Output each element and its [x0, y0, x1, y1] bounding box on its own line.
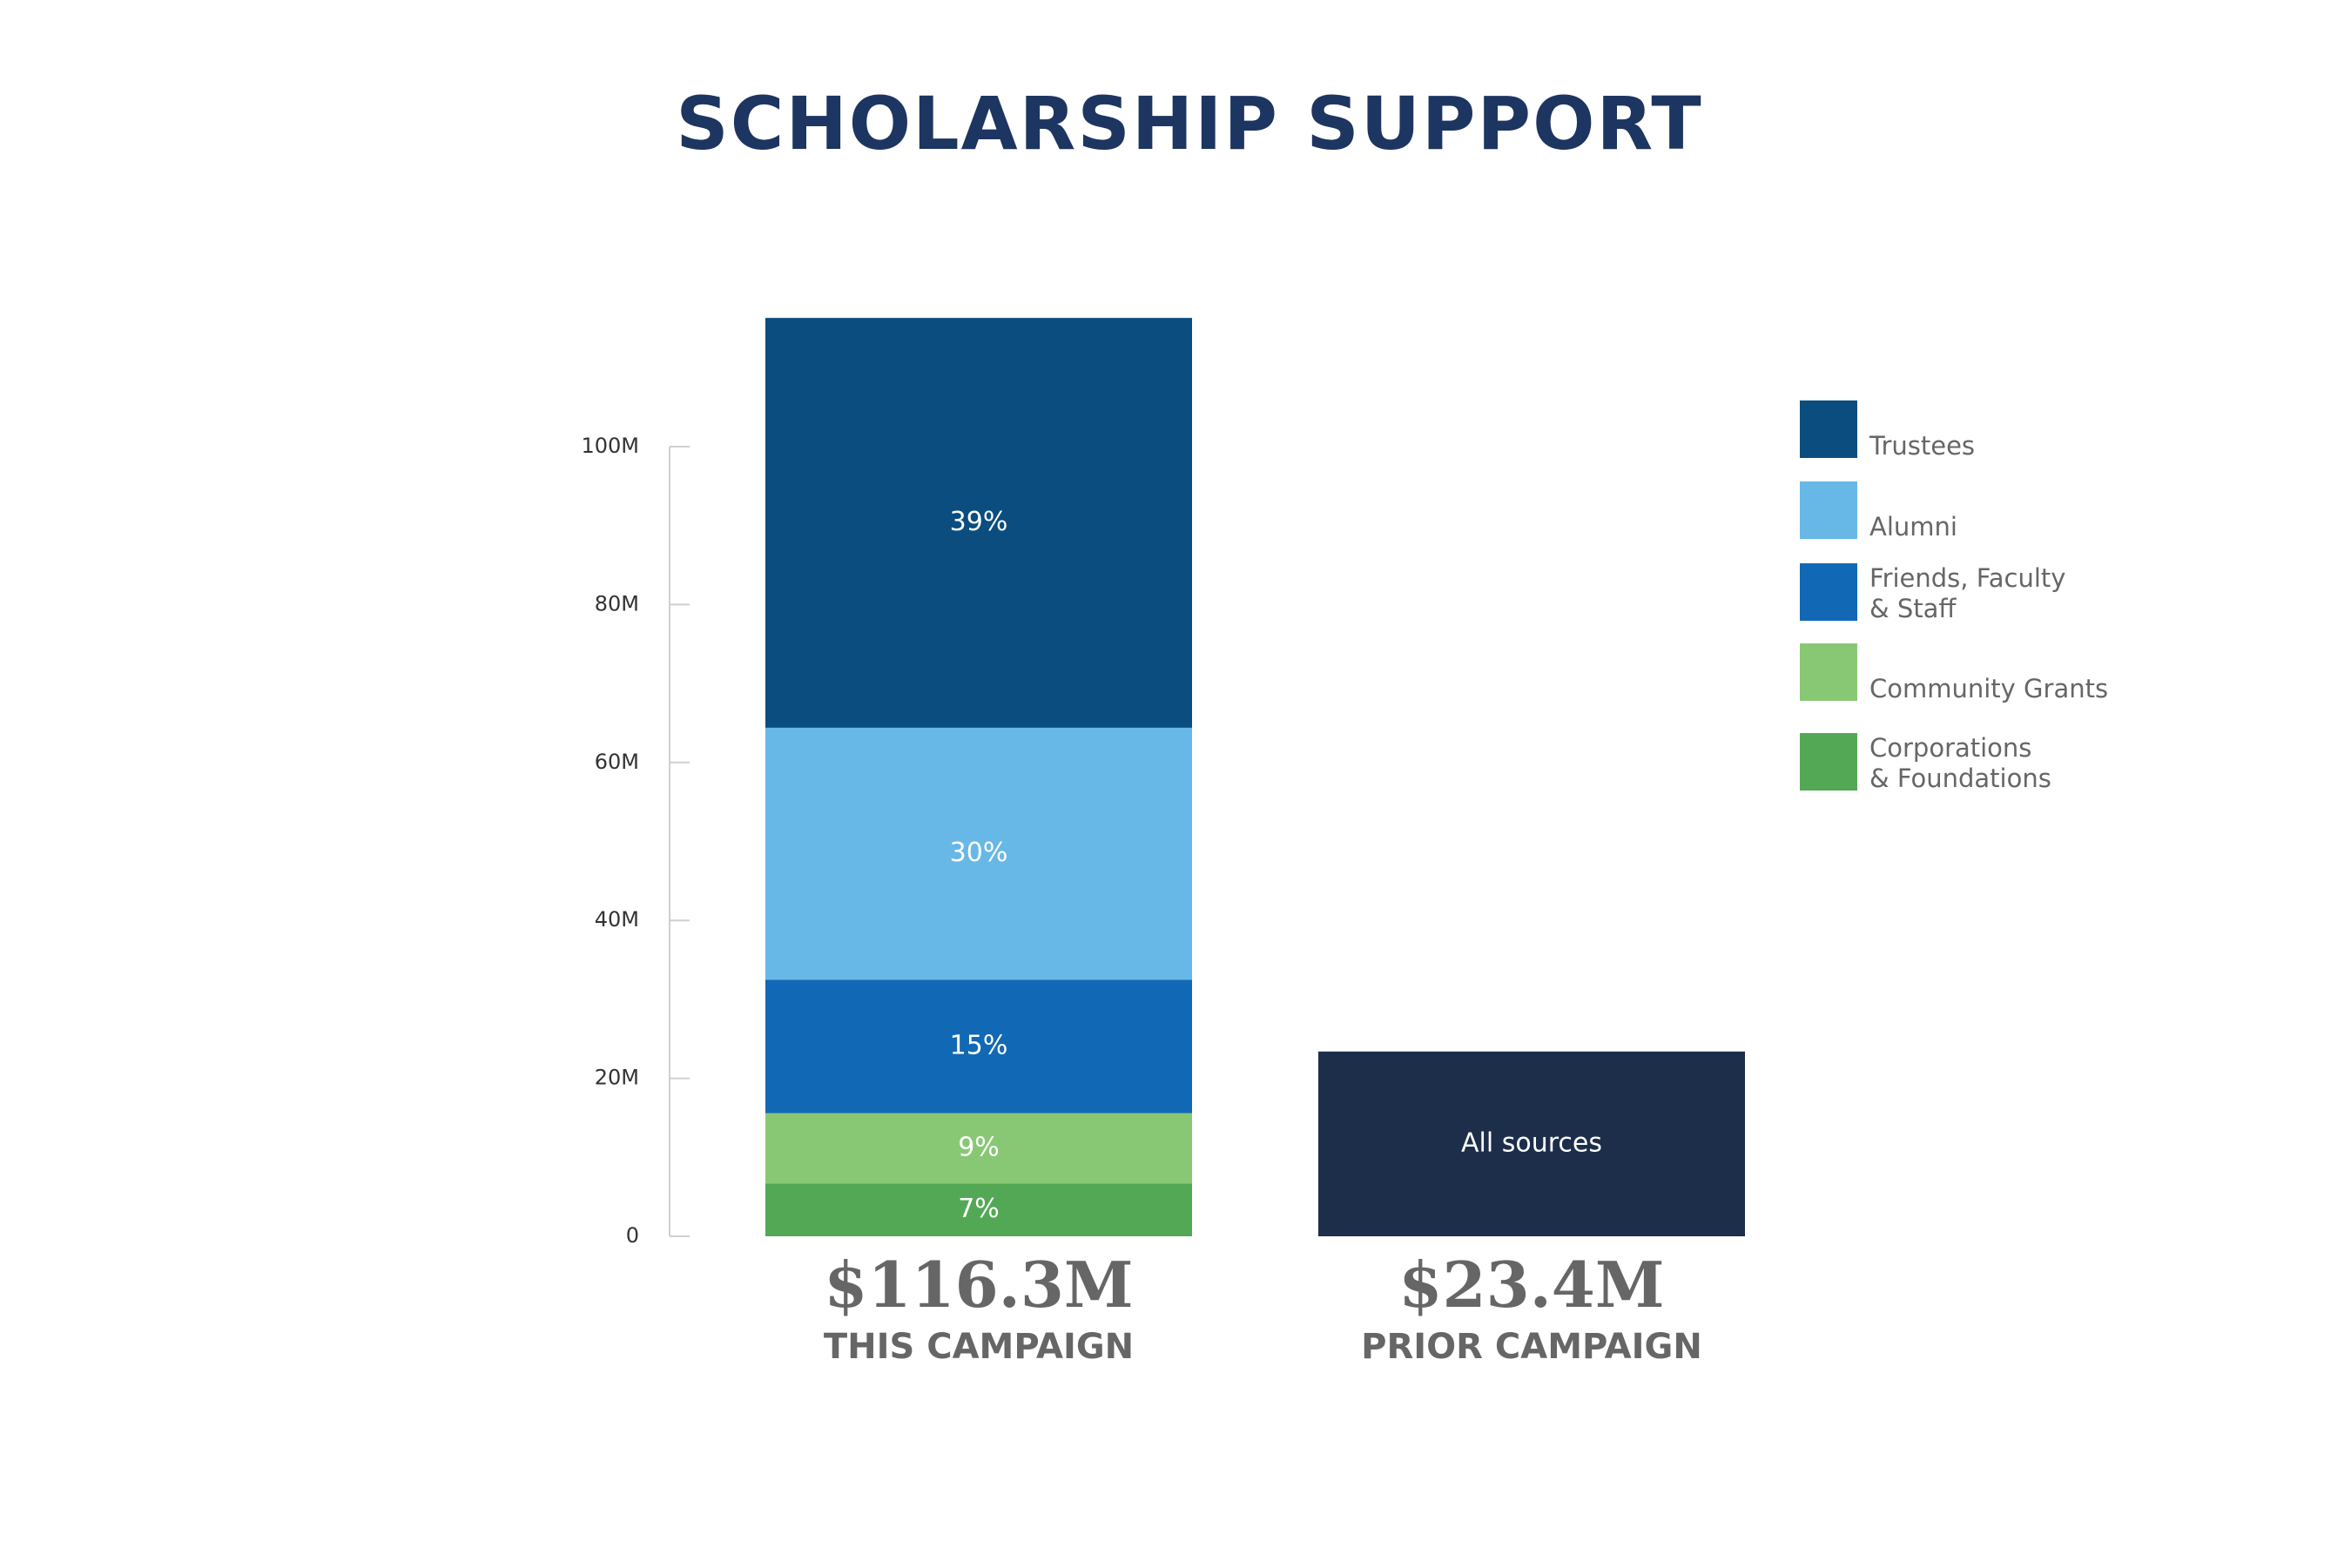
bar-segment	[765, 1113, 1192, 1184]
segment-label: All sources	[1461, 1127, 1602, 1158]
segment-label: 15%	[950, 1030, 1008, 1060]
segment-label: 39%	[950, 507, 1008, 537]
bar-segment	[765, 318, 1192, 728]
y-tick-label: 40M	[595, 907, 639, 932]
legend-swatch	[1800, 400, 1857, 458]
legend-label: Trustees	[1869, 431, 1975, 461]
segment-label: 7%	[958, 1194, 1000, 1224]
chart-title: SCHOLARSHIP SUPPORT	[676, 81, 1702, 166]
bar-segment	[765, 727, 1192, 980]
legend-swatch	[1800, 733, 1857, 791]
y-tick-label: 0	[626, 1223, 639, 1248]
y-tick-label: 80M	[595, 591, 639, 616]
segment-label: 9%	[958, 1132, 1000, 1162]
total-label: $23.4M	[1398, 1248, 1664, 1322]
x-category-label: PRIOR CAMPAIGN	[1361, 1327, 1702, 1367]
bar-segment	[1318, 1051, 1745, 1236]
legend-label: Alumni	[1869, 512, 1957, 542]
y-tick-label: 20M	[595, 1066, 639, 1090]
y-tick-label: 100M	[581, 434, 639, 458]
legend-label: Corporations & Foundations	[1869, 733, 2051, 793]
legend-label-line: & Staff	[1869, 594, 1957, 623]
total-label: $116.3M	[824, 1248, 1133, 1322]
bar-segment	[765, 979, 1192, 1114]
y-tick-label: 60M	[595, 750, 639, 774]
segment-label: 30%	[950, 838, 1008, 868]
x-category-label: THIS CAMPAIGN	[824, 1327, 1134, 1367]
legend-swatch	[1800, 563, 1857, 621]
legend-label-line: & Foundations	[1869, 764, 2051, 793]
bar-segment	[765, 1183, 1192, 1236]
legend-label-line: Corporations	[1869, 733, 2031, 763]
legend-label-line: Friends, Faculty	[1869, 563, 2065, 593]
legend-swatch	[1800, 643, 1857, 701]
legend-label: Community Grants	[1869, 674, 2108, 703]
legend-label: Friends, Faculty & Staff	[1869, 563, 2065, 623]
legend-swatch	[1800, 481, 1857, 539]
